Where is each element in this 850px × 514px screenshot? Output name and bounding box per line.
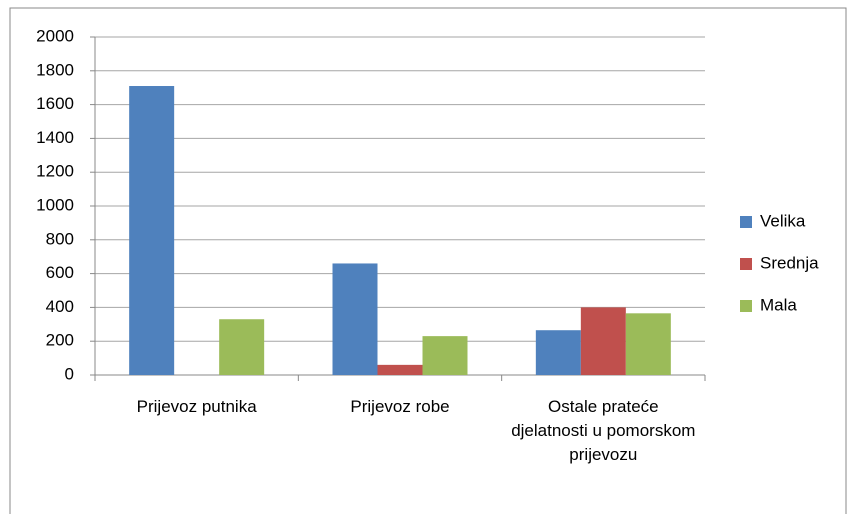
bar: [625, 313, 671, 375]
y-tick-label: 0: [65, 364, 74, 383]
legend-label: Velika: [760, 211, 806, 230]
y-tick-label: 1400: [36, 128, 74, 147]
y-tick-label: 400: [46, 297, 74, 316]
legend-swatch: [740, 216, 752, 228]
y-tick-label: 1000: [36, 195, 74, 214]
bar: [580, 307, 626, 375]
x-tick-label: Prijevoz robe: [350, 397, 450, 416]
x-tick-label: Prijevoz putnika: [136, 397, 257, 416]
x-tick-label: Ostale prateće djelatnosti u pomorskom p…: [511, 397, 696, 464]
chart-border: [9, 7, 847, 514]
legend-label: Mala: [760, 295, 797, 314]
y-tick-label: 1200: [36, 162, 74, 181]
y-tick-label: 600: [46, 263, 74, 282]
legend-swatch: [740, 258, 752, 270]
bar: [219, 319, 265, 375]
legend-swatch: [740, 300, 752, 312]
bar: [535, 330, 581, 375]
y-tick-label: 1600: [36, 94, 74, 113]
y-tick-label: 1800: [36, 60, 74, 79]
y-tick-label: 2000: [36, 26, 74, 45]
bar: [422, 336, 468, 375]
bar: [332, 263, 378, 375]
legend-label: Srednja: [760, 253, 819, 272]
bar: [377, 364, 423, 375]
bar: [129, 86, 175, 375]
y-tick-label: 200: [46, 331, 74, 350]
y-tick-label: 800: [46, 229, 74, 248]
